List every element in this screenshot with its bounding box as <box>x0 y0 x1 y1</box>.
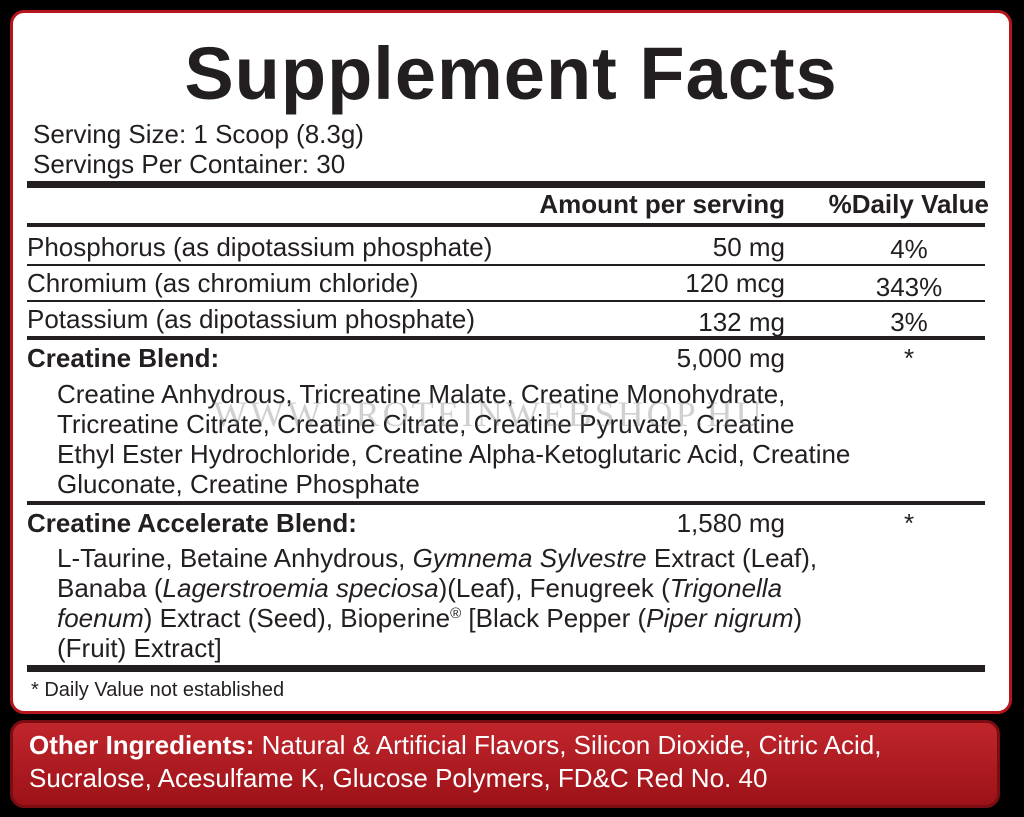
rule <box>27 665 985 672</box>
ingredient-text: Creatine Anhydrous, Tricreatine Malate, … <box>57 379 851 499</box>
rule <box>27 223 985 227</box>
dv-header: %Daily Value <box>828 189 989 219</box>
rule <box>27 501 985 505</box>
blend-ingredients: L-Taurine, Betaine Anhydrous, Gymnema Sy… <box>57 543 857 663</box>
blend-ingredients: Creatine Anhydrous, Tricreatine Malate, … <box>57 379 857 499</box>
nutrient-name: Potassium (as dipotassium phosphate) <box>27 304 476 334</box>
nutrient-name: Phosphorus (as dipotassium phosphate) <box>27 232 493 262</box>
ingredient-latin: Lagerstroemia speciosa <box>162 573 439 603</box>
blend-dv: * <box>903 508 915 538</box>
nutrient-amount: 50 mg <box>712 232 785 262</box>
rule <box>27 336 985 340</box>
ingredient-text: ) (Fruit) Extract] <box>57 603 803 663</box>
blend-dv: * <box>903 343 915 373</box>
blend-amount: 1,580 mg <box>676 508 785 538</box>
amount-header: Amount per serving <box>539 189 785 219</box>
nutrient-amount: 132 mg <box>698 307 785 337</box>
ingredient-text: Extract (Leaf), Banaba ( <box>57 543 818 603</box>
ingredient-text: [Black Pepper ( <box>461 603 647 633</box>
blend-amount: 5,000 mg <box>676 343 785 373</box>
nutrient-dv: 343% <box>875 272 943 302</box>
other-label: Other Ingredients: <box>29 730 255 760</box>
ingredient-latin: Trigonella foenum <box>57 573 783 633</box>
other-text: Natural & Artificial Flavors, Silicon Di… <box>29 730 882 793</box>
blend-name: Creatine Blend: <box>27 343 220 373</box>
ingredient-text: ) Extract (Seed), Bioperine <box>143 603 451 633</box>
nutrient-amount: 120 mcg <box>685 268 785 298</box>
nutrient-name: Chromium (as chromium chloride) <box>27 268 419 298</box>
ingredient-text: )(Leaf), Fenugreek ( <box>438 573 670 603</box>
ingredient-latin: Gymnema Sylvestre <box>412 543 647 573</box>
servings-per-container: Servings Per Container: 30 <box>33 149 346 179</box>
nutrient-dv: 3% <box>890 307 928 337</box>
rule <box>27 300 985 302</box>
facts-panel: Supplement Facts Serving Size: 1 Scoop (… <box>10 10 1012 714</box>
blend-name: Creatine Accelerate Blend: <box>27 508 357 538</box>
registered-mark: ® <box>450 605 462 622</box>
watermark: WWW.PROTEINWEBSHOP.HU <box>213 394 765 434</box>
footnote: * Daily Value not established <box>31 679 285 701</box>
serving-size: Serving Size: 1 Scoop (8.3g) <box>33 119 364 149</box>
ingredient-latin: Piper nigrum <box>646 603 794 633</box>
title: Supplement Facts <box>184 32 838 115</box>
nutrient-dv: 4% <box>890 234 928 264</box>
other-ingredients: Other Ingredients: Natural & Artificial … <box>10 720 1000 808</box>
rule <box>27 181 985 188</box>
rule <box>27 264 985 266</box>
ingredient-text: L-Taurine, Betaine Anhydrous, <box>57 543 413 573</box>
